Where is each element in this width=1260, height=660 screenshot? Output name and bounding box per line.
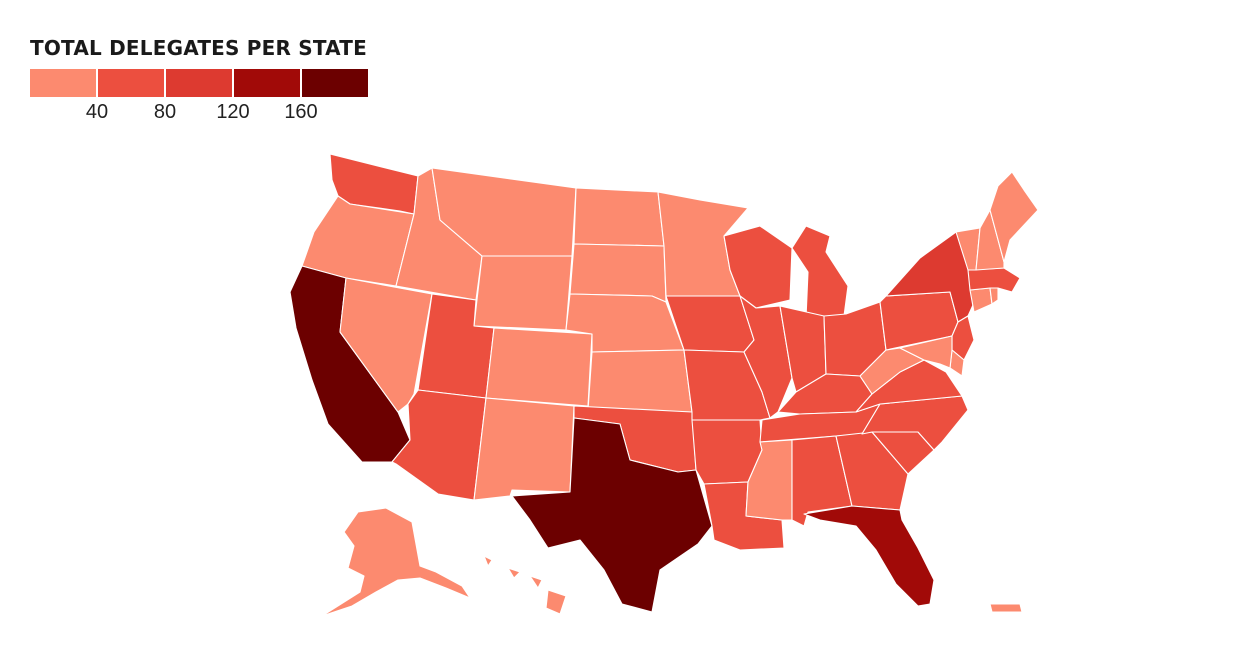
color-legend	[30, 69, 370, 97]
state-new-hampshire[interactable]	[975, 209, 1005, 271]
legend-swatch-3	[166, 69, 232, 97]
state-kansas[interactable]	[587, 349, 693, 413]
state-massachusetts[interactable]	[967, 267, 1021, 293]
map-title: TOTAL DELEGATES PER STATE	[30, 36, 368, 60]
state-colorado[interactable]	[485, 327, 593, 407]
state-wyoming[interactable]	[473, 255, 573, 331]
state-maryland[interactable]	[899, 335, 953, 369]
state-puerto-rico[interactable]	[989, 603, 1023, 613]
legend-tick-120: 120	[216, 101, 250, 123]
state-rhode-island[interactable]	[989, 287, 999, 305]
state-maine[interactable]	[989, 171, 1039, 263]
state-new-mexico[interactable]	[473, 397, 575, 501]
legend-swatch-5	[302, 69, 368, 97]
state-south-dakota[interactable]	[569, 243, 667, 303]
legend-tick-160: 160	[284, 101, 318, 123]
state-north-dakota[interactable]	[573, 187, 665, 247]
legend-tick-80: 80	[153, 101, 177, 123]
state-hawaii[interactable]	[483, 555, 567, 615]
state-florida[interactable]	[803, 505, 935, 607]
legend-tick-40: 40	[85, 101, 109, 123]
state-connecticut[interactable]	[969, 287, 993, 313]
state-oregon[interactable]	[301, 195, 415, 287]
legend-swatch-4	[234, 69, 300, 97]
state-wisconsin[interactable]	[723, 225, 793, 309]
state-michigan[interactable]	[791, 225, 849, 319]
legend-swatch-1	[30, 69, 96, 97]
legend-swatch-2	[98, 69, 164, 97]
state-alaska[interactable]	[321, 507, 471, 617]
state-texas[interactable]	[511, 417, 713, 613]
state-arizona[interactable]	[391, 389, 487, 501]
